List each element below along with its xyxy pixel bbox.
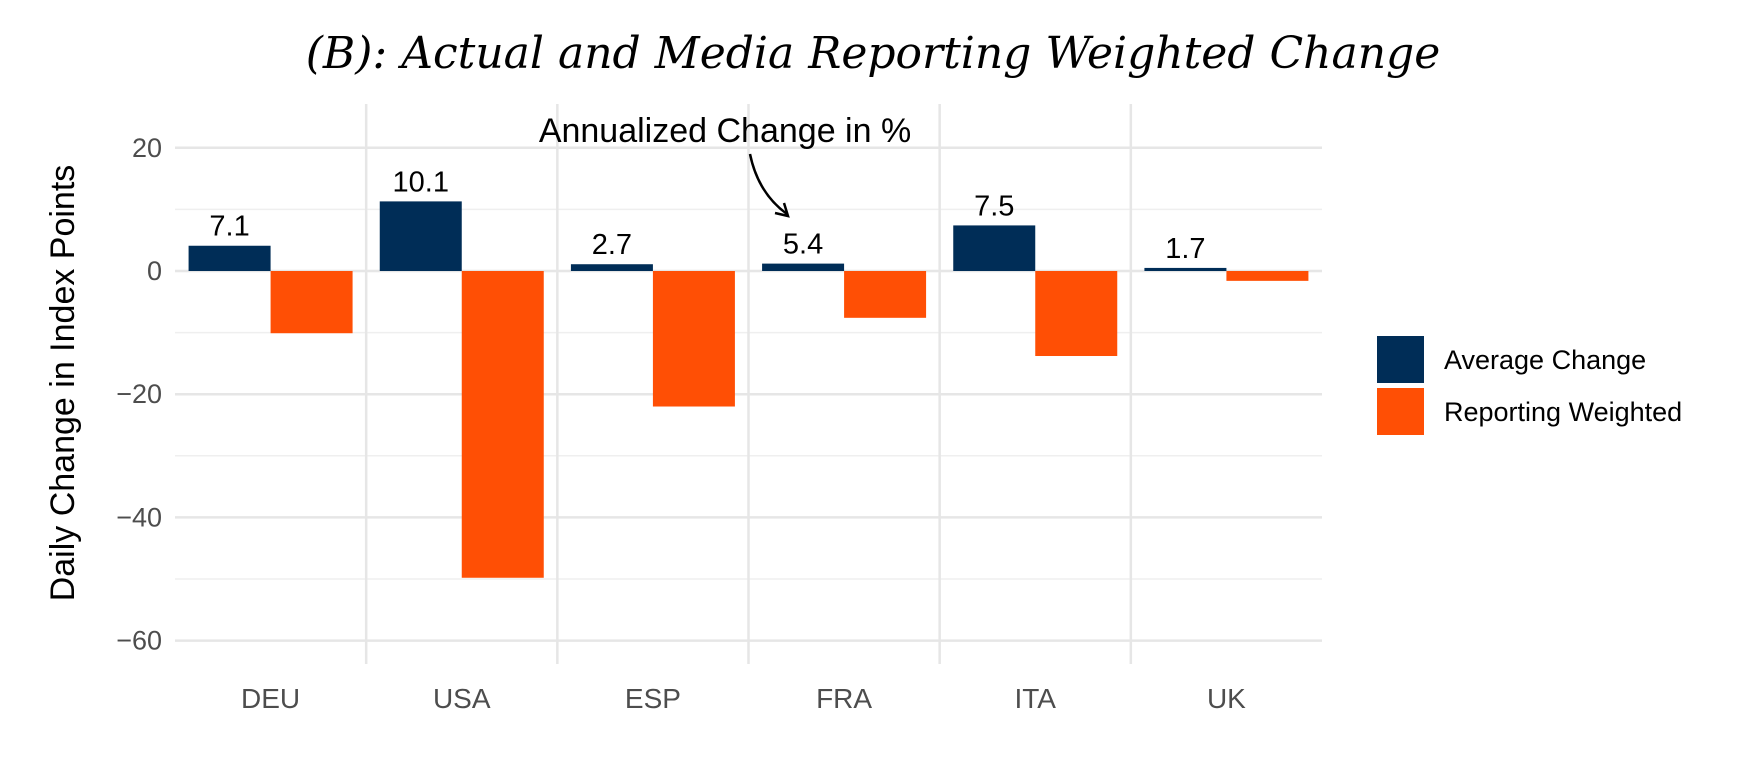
bar-uk-average-change <box>1144 267 1227 271</box>
legend-swatch <box>1377 336 1424 383</box>
bar-uk-reporting-weighted <box>1226 271 1309 281</box>
bar-deu-average-change <box>188 245 271 271</box>
y-tick-label: 20 <box>132 133 162 163</box>
legend-swatch <box>1377 388 1424 435</box>
x-tick-label: UK <box>1207 683 1246 714</box>
y-tick-label: 0 <box>147 256 162 286</box>
data-label: 2.7 <box>592 229 632 261</box>
chart-title: (B): Actual and Media Reporting Weighted… <box>306 28 1440 79</box>
y-tick-label: −60 <box>116 626 162 656</box>
data-label: 1.7 <box>1165 233 1205 265</box>
x-tick-label: ITA <box>1015 683 1057 714</box>
data-label: 7.5 <box>974 190 1014 222</box>
annotation-text: Annualized Change in % <box>539 112 911 150</box>
bar-deu-reporting-weighted <box>270 271 353 334</box>
bar-esp-reporting-weighted <box>652 271 735 407</box>
x-tick-label: ESP <box>625 683 681 714</box>
data-label: 7.1 <box>209 211 249 243</box>
data-label: 10.1 <box>393 166 449 198</box>
annotation-arrowhead <box>774 202 790 218</box>
y-tick-labels: 20 0 −20 −40 −60 <box>116 133 162 656</box>
y-axis-label: Daily Change in Index Points <box>44 165 82 602</box>
bar-ita-average-change <box>953 225 1036 271</box>
grid-lines <box>175 104 1322 664</box>
legend-label: Average Change <box>1444 345 1646 375</box>
x-tick-label: DEU <box>241 683 300 714</box>
bar-ita-reporting-weighted <box>1035 271 1118 357</box>
bar-fra-average-change <box>762 263 845 271</box>
y-tick-label: −40 <box>116 502 162 532</box>
data-labels: 7.1 10.1 2.7 5.4 7.5 1.7 <box>209 166 1205 265</box>
legend-label: Reporting Weighted <box>1444 397 1682 427</box>
bar-usa-reporting-weighted <box>461 271 544 578</box>
annotation: Annualized Change in % <box>539 112 911 218</box>
y-tick-label: −20 <box>116 379 162 409</box>
x-tick-label: USA <box>433 683 491 714</box>
legend: Average Change Reporting Weighted <box>1377 336 1682 435</box>
data-label: 5.4 <box>783 229 823 261</box>
bars <box>188 201 1309 578</box>
bar-esp-average-change <box>570 264 653 271</box>
annotation-arrow <box>748 153 788 216</box>
x-tick-labels: DEU USA ESP FRA ITA UK <box>241 683 1246 714</box>
bar-usa-average-change <box>379 201 462 271</box>
x-tick-label: FRA <box>816 683 872 714</box>
bar-fra-reporting-weighted <box>844 271 927 318</box>
